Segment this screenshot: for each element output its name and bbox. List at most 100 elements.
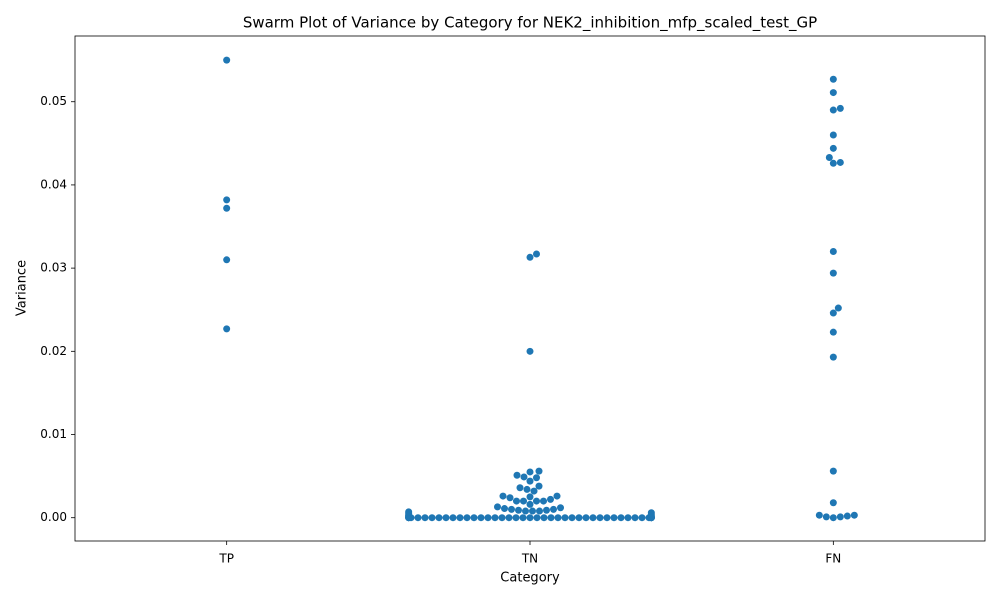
data-point: [519, 514, 527, 522]
data-point: [506, 494, 514, 502]
data-point: [543, 506, 550, 514]
data-point: [512, 514, 520, 522]
data-point: [568, 514, 576, 522]
data-point: [484, 514, 492, 522]
data-point: [494, 503, 501, 511]
data-point: [526, 347, 534, 355]
data-point: [557, 504, 564, 512]
data-point: [456, 514, 464, 522]
data-point: [829, 89, 837, 97]
data-point: [449, 514, 457, 522]
data-point: [530, 487, 538, 495]
data-point: [575, 514, 583, 522]
data-point: [223, 196, 231, 204]
y-tick-label: 0.01: [40, 427, 67, 441]
data-point: [589, 514, 597, 522]
data-point: [223, 56, 231, 64]
data-point: [829, 131, 837, 139]
data-point: [822, 513, 830, 521]
data-point: [836, 513, 844, 521]
data-point: [414, 514, 422, 522]
data-point: [631, 514, 639, 522]
data-point: [499, 492, 507, 500]
data-point: [829, 467, 837, 475]
data-point: [547, 495, 554, 503]
x-tick-label: TP: [218, 552, 234, 566]
data-point: [470, 514, 478, 522]
data-point: [617, 514, 625, 522]
y-tick-label: 0.04: [40, 177, 67, 191]
data-point: [829, 499, 837, 507]
data-point: [829, 514, 837, 522]
data-point: [603, 514, 611, 522]
data-point: [815, 511, 823, 519]
data-point: [529, 507, 536, 515]
data-point: [435, 514, 443, 522]
data-point: [834, 304, 842, 312]
data-point: [836, 158, 844, 166]
data-point: [505, 514, 513, 522]
data-point: [829, 75, 837, 83]
data-point: [547, 514, 555, 522]
data-point: [533, 514, 541, 522]
x-axis-label: Category: [500, 571, 560, 586]
data-point: [463, 514, 471, 522]
data-point: [829, 269, 837, 277]
plot-frame: [74, 35, 986, 542]
data-point: [540, 497, 547, 505]
data-point: [223, 204, 231, 212]
data-point: [442, 514, 450, 522]
data-point: [540, 514, 548, 522]
data-point: [526, 514, 534, 522]
data-point: [554, 514, 562, 522]
data-point: [829, 247, 837, 255]
data-point: [513, 471, 521, 479]
data-point: [477, 514, 485, 522]
data-point: [405, 508, 413, 516]
y-tick-label: 0.00: [40, 510, 67, 524]
data-point: [223, 325, 231, 333]
data-point: [516, 484, 524, 492]
x-tick-label: FN: [825, 552, 841, 566]
data-point: [829, 328, 837, 336]
data-point: [533, 497, 540, 505]
data-point: [526, 253, 534, 261]
data-point: [513, 497, 520, 505]
data-point: [526, 468, 534, 476]
data-point: [421, 514, 429, 522]
data-point: [523, 485, 531, 493]
data-point: [522, 507, 529, 515]
data-point: [561, 514, 569, 522]
data-point: [638, 514, 646, 522]
data-point: [533, 474, 540, 482]
data-point: [533, 250, 540, 258]
data-point: [829, 309, 837, 317]
data-point: [829, 353, 837, 361]
chart-title: Swarm Plot of Variance by Category for N…: [243, 14, 817, 33]
data-point: [535, 467, 543, 475]
data-point: [526, 500, 534, 508]
data-point: [526, 493, 534, 501]
data-point: [829, 144, 837, 152]
data-point: [825, 153, 833, 161]
y-tick-label: 0.03: [40, 261, 67, 275]
data-point: [610, 514, 618, 522]
data-point: [515, 506, 522, 514]
data-point: [550, 505, 557, 513]
data-point: [526, 477, 534, 485]
data-point: [223, 256, 231, 264]
y-axis-label: Variance: [15, 260, 30, 316]
y-tick-label: 0.02: [40, 344, 67, 358]
data-point: [498, 514, 506, 522]
data-point: [536, 507, 543, 515]
data-point: [829, 159, 837, 167]
y-tick-label: 0.05: [40, 94, 67, 108]
data-point: [647, 509, 655, 517]
data-point: [582, 514, 590, 522]
data-point: [520, 473, 528, 481]
data-point: [491, 514, 499, 522]
data-point: [850, 511, 858, 519]
data-point: [553, 492, 561, 500]
data-point: [535, 482, 543, 490]
